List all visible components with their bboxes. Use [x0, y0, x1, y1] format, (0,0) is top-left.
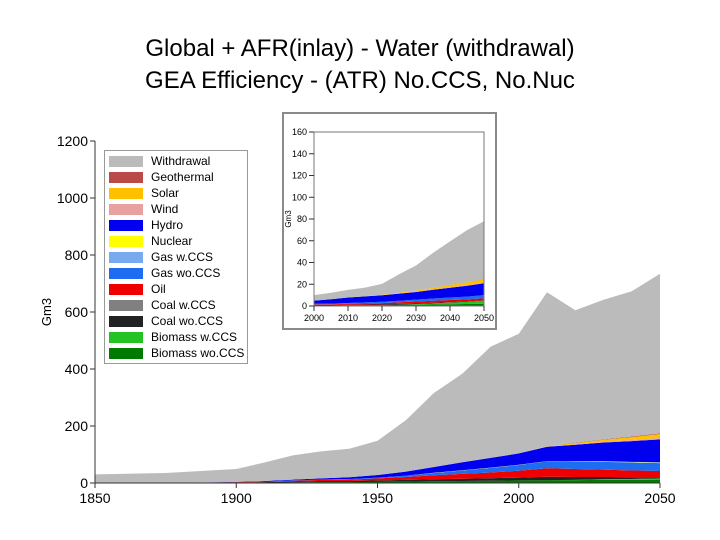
legend-swatch [109, 171, 143, 183]
legend-swatch [109, 235, 143, 247]
legend-item-geothermal: Geothermal [109, 169, 243, 185]
legend-label: Biomass wo.CCS [151, 346, 245, 360]
inset-x-tick-label: 2050 [474, 313, 494, 323]
inset-area-oil [314, 298, 484, 305]
legend-swatch [109, 299, 143, 311]
legend-item-gas-w-ccs: Gas w.CCS [109, 249, 243, 265]
main-area-withdrawal [95, 273, 660, 483]
legend-label: Withdrawal [151, 154, 211, 168]
legend-swatch [109, 331, 143, 343]
main-y-tick-label: 0 [80, 475, 88, 491]
main-area-gas-wo-ccs [95, 461, 660, 483]
legend-item-coal-w-ccs: Coal w.CCS [109, 297, 243, 313]
legend-swatch [109, 187, 143, 199]
main-area-oil [95, 468, 660, 483]
legend-swatch [109, 283, 143, 295]
legend-label: Coal wo.CCS [151, 314, 224, 328]
inset-y-tick-label: 80 [297, 214, 307, 224]
legend-swatch [109, 267, 143, 279]
main-area-coal-wo-ccs [95, 476, 660, 483]
chart-legend: Withdrawal Geothermal Solar Wind Hydro Nuclea… [104, 150, 248, 364]
main-y-tick-label: 800 [65, 247, 89, 263]
chart-title-line1: Global + AFR(inlay) - Water (withdrawal) [145, 35, 575, 62]
main-x-tick-label: 1850 [79, 490, 110, 506]
inset-area-coal-wo-ccs [314, 300, 484, 306]
main-x-tick-label: 1900 [221, 490, 252, 506]
main-y-axis-label: Gm3 [39, 298, 54, 326]
afr-inset-chart: 0 20 40 60 80 100 120 140 160 2000 2010 2020 2030 204… [282, 112, 497, 330]
legend-label: Coal w.CCS [151, 298, 216, 312]
main-area-biomass-wo-ccs [95, 479, 660, 483]
legend-swatch [109, 347, 143, 359]
legend-item-biomass-wo-ccs: Biomass wo.CCS [109, 345, 245, 361]
main-y-tick-label: 200 [65, 418, 89, 434]
main-area-hydro [95, 439, 660, 483]
main-x-tick-label: 2050 [644, 490, 675, 506]
legend-label: Nuclear [151, 234, 193, 248]
inset-y-tick-label: 20 [297, 279, 307, 289]
inset-area-biomass-w-ccs [314, 300, 484, 306]
inset-area-withdrawal [314, 221, 484, 301]
legend-label: Oil [151, 282, 166, 296]
legend-label: Wind [151, 202, 179, 216]
chart-title-line2: GEA Efficiency - (ATR) No.CCS, No.Nuc [145, 67, 575, 94]
inset-y-tick-label: 40 [297, 258, 307, 268]
legend-swatch [109, 219, 143, 231]
main-y-tick-label: 600 [65, 304, 89, 320]
inset-x-tick-label: 2020 [372, 313, 392, 323]
inset-y-tick-label: 120 [292, 171, 307, 181]
legend-item-nuclear: Nuclear [109, 233, 243, 249]
main-x-tick-label: 1950 [362, 490, 393, 506]
main-y-tick-label: 1000 [57, 190, 88, 206]
inset-y-axis-label: Gm3 [284, 210, 293, 228]
main-y-tick-label: 1200 [57, 133, 88, 149]
inset-x-tick-label: 2040 [440, 313, 460, 323]
inset-x-tick-label: 2010 [338, 313, 358, 323]
legend-item-withdrawal: Withdrawal [109, 153, 243, 169]
legend-item-oil: Oil [109, 281, 243, 297]
legend-swatch [109, 203, 143, 215]
legend-label: Hydro [151, 218, 184, 232]
legend-item-biomass-w-ccs: Biomass w.CCS [109, 329, 243, 345]
inset-area-hydro [314, 283, 484, 304]
main-area-wind [95, 438, 660, 483]
inset-y-tick-label: 140 [292, 149, 307, 159]
inset-y-tick-label: 100 [292, 192, 307, 202]
legend-swatch [109, 251, 143, 263]
inset-x-tick-label: 2000 [304, 313, 324, 323]
inset-y-tick-label: 0 [302, 301, 307, 311]
legend-label: Biomass w.CCS [151, 330, 238, 344]
legend-swatch [109, 315, 143, 327]
legend-item-wind: Wind [109, 201, 243, 217]
inset-y-tick-label: 60 [297, 236, 307, 246]
inset-x-tick-label: 2030 [406, 313, 426, 323]
inset-y-tick-label: 160 [292, 127, 307, 137]
legend-label: Gas wo.CCS [151, 266, 221, 280]
legend-item-solar: Solar [109, 185, 243, 201]
main-x-tick-label: 2000 [503, 490, 534, 506]
legend-label: Solar [151, 186, 180, 200]
main-y-tick-label: 400 [65, 361, 89, 377]
legend-item-gas-wo-ccs: Gas wo.CCS [109, 265, 243, 281]
legend-swatch [109, 155, 143, 167]
legend-item-hydro: Hydro [109, 217, 243, 233]
legend-label: Geothermal [151, 170, 214, 184]
legend-label: Gas w.CCS [151, 250, 214, 264]
legend-item-coal-wo-ccs: Coal wo.CCS [109, 313, 243, 329]
inset-area-gas-wo-ccs [314, 295, 484, 305]
